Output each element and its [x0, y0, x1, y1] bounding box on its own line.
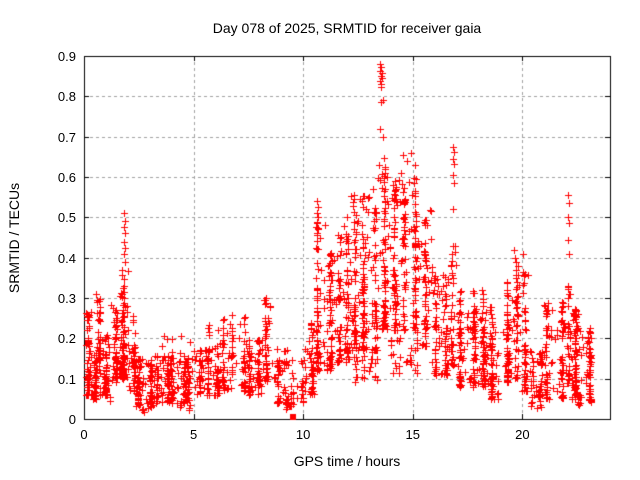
x-tick-label: 0 — [80, 427, 88, 442]
chart-title: Day 078 of 2025, SRMTID for receiver gai… — [212, 20, 482, 36]
y-tick-label: 0.1 — [57, 371, 76, 387]
x-axis-label: GPS time / hours — [293, 453, 401, 469]
y-tick-label: 0.8 — [57, 89, 76, 105]
y-tick-label: 0.2 — [57, 331, 76, 347]
y-tick-label: 0 — [68, 412, 76, 427]
y-tick-label: 0.9 — [57, 49, 76, 64]
x-tick-label: 10 — [295, 427, 311, 442]
y-tick-label: 0.7 — [57, 129, 76, 145]
x-tick-label: 15 — [405, 427, 420, 442]
x-tick-label: 20 — [515, 427, 530, 442]
y-tick-label: 0.3 — [57, 291, 76, 306]
y-tick-label: 0.6 — [57, 170, 76, 185]
y-tick-label: 0.4 — [57, 250, 76, 266]
y-tick-label: 0.5 — [57, 210, 76, 226]
x-tick-label: 5 — [189, 427, 198, 442]
